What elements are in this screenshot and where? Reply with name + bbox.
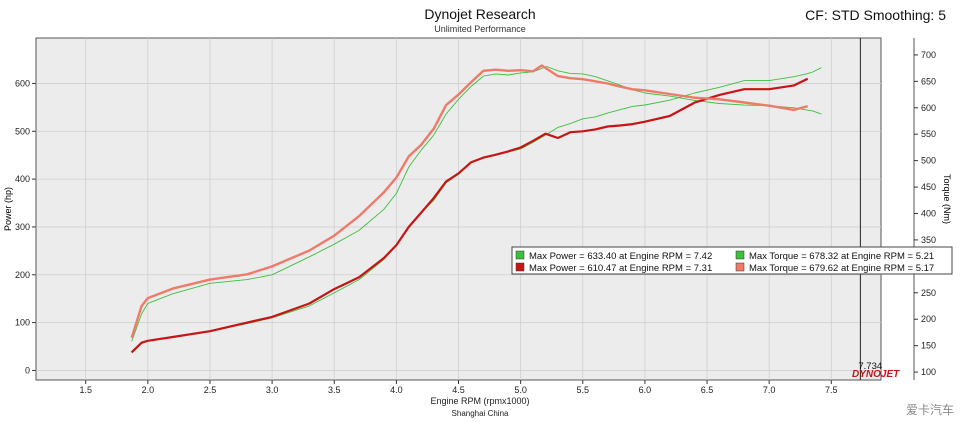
x-tick-label: 6.0: [639, 385, 652, 395]
series-layer: [130, 64, 822, 354]
cf-smoothing-label: CF: STD Smoothing: 5: [805, 7, 946, 23]
x-axis-label: Engine RPM (rpmx1000): [430, 396, 530, 406]
x-tick-label: 1.5: [79, 385, 92, 395]
y2-tick-label: 450: [921, 182, 936, 192]
legend: Max Power = 633.40 at Engine RPM = 7.42 M…: [511, 246, 953, 275]
series-line-run1-torque: [131, 66, 822, 342]
y2-tick-label: 200: [921, 314, 936, 324]
y2-tick-label: 650: [921, 76, 936, 86]
y2-tick-label: 500: [921, 156, 936, 166]
rpm-cursor-value: 7.734: [858, 361, 882, 372]
x-tick-label: 7.5: [825, 385, 838, 395]
y2-tick-label: 600: [921, 103, 936, 113]
y2-tick-label: 150: [921, 341, 936, 351]
x-tick-label: 4.5: [452, 385, 465, 395]
legend-swatch: [515, 250, 525, 260]
x-tick-label: 3.0: [266, 385, 279, 395]
legend-label: Max Torque = 678.32 at Engine RPM = 5.21: [749, 251, 934, 262]
y-tick-label: 600: [15, 78, 30, 88]
y-axis-label-power: Power (hp): [3, 187, 13, 231]
legend-label: Max Power = 633.40 at Engine RPM = 7.42: [529, 251, 712, 262]
x-tick-label: 3.5: [328, 385, 341, 395]
x-tick-label: 5.0: [514, 385, 527, 395]
legend-label: Max Power = 610.47 at Engine RPM = 7.31: [529, 263, 712, 274]
dynojet-logo: DYNOJET: [852, 369, 900, 380]
y-tick-label: 100: [15, 318, 30, 328]
chart-title: Dynojet Research: [424, 6, 536, 22]
y-tick-label: 0: [25, 365, 30, 375]
x-tick-label: 5.5: [577, 385, 590, 395]
y2-tick-label: 100: [921, 367, 936, 377]
series-line-run2-power: [130, 77, 809, 354]
x-tick-label: 4.0: [390, 385, 403, 395]
watermark-text: 爱卡汽车: [905, 403, 954, 417]
legend-label: Max Torque = 679.62 at Engine RPM = 5.17: [749, 263, 934, 274]
location-label: Shanghai China: [451, 409, 509, 418]
x-tick-label: 7.0: [763, 385, 776, 395]
y2-tick-label: 350: [921, 235, 936, 245]
legend-swatch: [735, 250, 745, 260]
y2-tick-label: 250: [921, 288, 936, 298]
y-tick-label: 200: [15, 270, 30, 280]
y2-tick-label: 400: [921, 208, 936, 218]
series-line-run2-torque: [130, 64, 809, 339]
y-axis-label-torque: Torque (Nm): [942, 174, 952, 224]
x-tick-label: 2.0: [142, 385, 155, 395]
y-tick-label: 500: [15, 126, 30, 136]
x-tick-label: 2.5: [204, 385, 217, 395]
legend-swatch: [515, 262, 525, 272]
y2-tick-label: 700: [921, 50, 936, 60]
legend-swatch: [735, 262, 745, 272]
y-tick-label: 300: [15, 222, 30, 232]
y2-tick-label: 550: [921, 129, 936, 139]
y-tick-label: 400: [15, 174, 30, 184]
legend-box: [511, 246, 953, 275]
chart-subtitle: Unlimited Performance: [434, 24, 526, 34]
x-tick-label: 6.5: [701, 385, 714, 395]
grid: [36, 38, 881, 380]
